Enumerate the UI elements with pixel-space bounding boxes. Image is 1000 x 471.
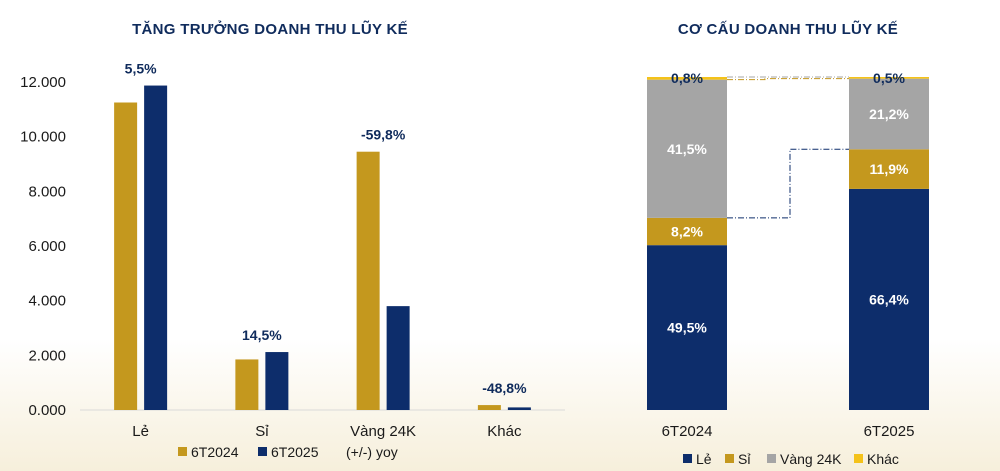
y-tick-label: 2.000 bbox=[28, 347, 66, 364]
segment-lẻ bbox=[849, 188, 929, 410]
segment-vàng-24k bbox=[647, 79, 727, 218]
bar-6t2024 bbox=[114, 102, 138, 410]
y-tick-label: 12.000 bbox=[20, 74, 66, 91]
legend-swatch bbox=[258, 447, 267, 456]
category-label: Sỉ bbox=[255, 423, 269, 440]
segment-vàng-24k bbox=[849, 78, 929, 150]
legend-swatch bbox=[854, 454, 863, 463]
legend-label: (+/-) yoy bbox=[346, 444, 398, 460]
segment-label: 21,2% bbox=[869, 106, 909, 122]
legend-label: Sỉ bbox=[738, 451, 751, 467]
segment-label: 41,5% bbox=[667, 141, 707, 157]
legend-swatch bbox=[178, 447, 187, 456]
bar-6t2025 bbox=[265, 352, 289, 410]
segment-sỉ bbox=[849, 149, 929, 189]
legend-label: 6T2025 bbox=[271, 444, 319, 460]
bar-6t2025 bbox=[507, 407, 531, 410]
chart-title: CƠ CẤU DOANH THU LŨY KẾ bbox=[678, 20, 898, 38]
legend-label: Khác bbox=[867, 451, 899, 467]
y-tick-label: 6.000 bbox=[28, 238, 66, 255]
category-label: Vàng 24K bbox=[350, 423, 416, 440]
segment-label: 49,5% bbox=[667, 320, 707, 336]
yoy-label: -48,8% bbox=[482, 380, 527, 396]
legend-label: Lẻ bbox=[696, 451, 712, 467]
revenue-growth-chart: TĂNG TRƯỞNG DOANH THU LŨY KẾ 0.000 2.000 4… bbox=[20, 20, 565, 460]
segment-lẻ bbox=[647, 245, 727, 410]
legend-swatch bbox=[767, 454, 776, 463]
legend-label: Vàng 24K bbox=[780, 451, 842, 467]
y-tick-label: 8.000 bbox=[28, 183, 66, 200]
category-label: 6T2024 bbox=[662, 423, 713, 440]
bar-6t2024 bbox=[235, 359, 259, 410]
connector-line bbox=[727, 78, 849, 81]
segment-label: 66,4% bbox=[869, 291, 909, 307]
segment-label: 11,9% bbox=[870, 161, 909, 177]
segment-label: 8,2% bbox=[671, 224, 703, 240]
y-tick-label: 10.000 bbox=[20, 129, 66, 146]
segment-sỉ bbox=[647, 217, 727, 246]
yoy-label: -59,8% bbox=[361, 127, 406, 143]
yoy-label: 5,5% bbox=[125, 61, 157, 77]
bar-6t2024 bbox=[356, 151, 380, 410]
segment-label: 0,5% bbox=[873, 70, 905, 86]
legend-swatch bbox=[725, 454, 734, 463]
bar-6t2025 bbox=[386, 306, 410, 410]
category-label: Khác bbox=[487, 423, 522, 440]
chart-title: TĂNG TRƯỞNG DOANH THU LŨY KẾ bbox=[132, 20, 408, 38]
legend-swatch bbox=[683, 454, 692, 463]
segment-khác bbox=[647, 77, 727, 80]
y-tick-label: 4.000 bbox=[28, 293, 66, 310]
revenue-structure-chart: CƠ CẤU DOANH THU LŨY KẾ 49,5% 8,2% 41,5% 0,… bbox=[647, 20, 929, 467]
bar-6t2025 bbox=[144, 85, 168, 410]
connector-line bbox=[727, 148, 849, 219]
category-label: 6T2025 bbox=[864, 423, 915, 440]
y-tick-label: 0.000 bbox=[28, 402, 66, 419]
category-label: Lẻ bbox=[132, 423, 149, 440]
segment-khác bbox=[849, 77, 929, 79]
bar-6t2024 bbox=[477, 405, 501, 410]
segment-label: 0,8% bbox=[671, 70, 703, 86]
legend-label: 6T2024 bbox=[191, 444, 239, 460]
yoy-label: 14,5% bbox=[242, 327, 282, 343]
